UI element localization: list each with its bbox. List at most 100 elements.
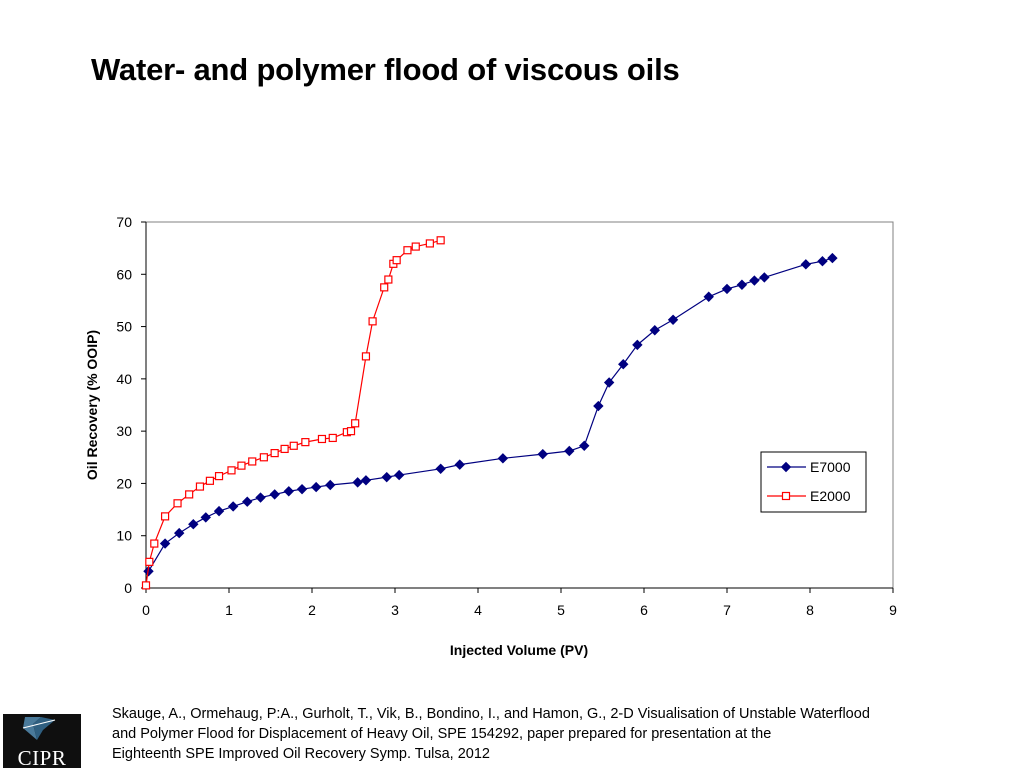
y-axis-title: Oil Recovery (% OOIP) — [84, 330, 100, 480]
data-point-e7000 — [497, 453, 509, 464]
data-point-e7000 — [703, 291, 714, 302]
y-tick-label: 50 — [116, 319, 132, 335]
y-tick-label: 10 — [116, 528, 132, 544]
x-tick-label: 4 — [474, 602, 482, 618]
data-point-e7000 — [283, 486, 294, 497]
y-tick-label: 60 — [116, 266, 132, 282]
data-point-e7000 — [352, 477, 363, 488]
logo-emblem-icon — [22, 717, 56, 740]
data-point-e2000 — [214, 472, 224, 481]
data-point-e7000 — [213, 505, 225, 517]
data-point-e7000 — [296, 483, 308, 495]
data-point-e2000 — [173, 499, 182, 508]
data-point-e7000 — [269, 489, 280, 500]
data-point-e2000 — [270, 449, 279, 458]
data-point-e7000 — [360, 475, 372, 486]
data-point-e7000 — [381, 471, 392, 483]
legend-marker — [780, 461, 792, 473]
legend-entry-e7000: E7000 — [767, 459, 851, 475]
data-point-e7000 — [200, 512, 211, 523]
data-point-e2000 — [351, 419, 360, 428]
y-tick-label: 30 — [116, 423, 132, 439]
x-tick-label: 0 — [142, 602, 150, 618]
x-tick-label: 2 — [308, 602, 316, 618]
data-point-e2000 — [328, 433, 337, 443]
x-tick-label: 5 — [557, 602, 565, 618]
data-point-e2000 — [145, 557, 154, 566]
x-tick-label: 1 — [225, 602, 233, 618]
legend-label: E2000 — [810, 488, 851, 504]
x-axis-title: Injected Volume (PV) — [450, 642, 588, 658]
data-point-e2000 — [160, 512, 170, 521]
oil-recovery-chart: 0 10 20 30 40 50 60 70 0 1 2 3 4 5 6 7 8 9 Injected Volum… — [84, 214, 897, 658]
data-point-e7000 — [393, 469, 405, 481]
citation-line: Eighteenth SPE Improved Oil Recovery Sym… — [112, 746, 490, 762]
data-point-e7000 — [817, 256, 828, 267]
legend-box — [760, 451, 867, 513]
legend-label: E7000 — [810, 459, 851, 475]
y-tick-label: 0 — [124, 580, 132, 596]
y-tick-label: 20 — [116, 475, 132, 491]
cipr-logo: CIPR — [3, 714, 81, 770]
data-point-e2000 — [361, 352, 371, 361]
data-point-e2000 — [380, 283, 389, 292]
data-point-e2000 — [259, 453, 268, 462]
data-point-e7000 — [537, 448, 548, 460]
data-point-e7000 — [759, 272, 770, 283]
plot-area-frame — [145, 221, 894, 589]
data-point-e7000 — [736, 279, 748, 290]
data-point-e2000 — [368, 317, 377, 326]
data-point-e7000 — [435, 463, 446, 474]
data-point-e7000 — [827, 252, 838, 264]
axes — [141, 221, 894, 593]
data-point-e7000 — [325, 479, 336, 491]
y-tick-label: 70 — [116, 214, 132, 230]
x-tick-label: 8 — [806, 602, 814, 618]
data-point-e2000 — [237, 461, 246, 470]
data-point-e7000 — [667, 314, 679, 325]
data-point-e2000 — [411, 242, 420, 251]
data-point-e2000 — [195, 482, 205, 491]
slide-title: Water- and polymer flood of viscous oils — [91, 52, 680, 87]
data-point-e2000 — [384, 275, 393, 284]
logo-text: CIPR — [17, 746, 67, 770]
legend-entry-e2000: E2000 — [767, 488, 851, 504]
tick-labels: 0 10 20 30 40 50 60 70 0 1 2 3 4 5 6 7 8 9 — [116, 214, 897, 618]
data-point-e7000 — [593, 400, 604, 412]
series-e2000 — [141, 236, 445, 590]
data-point-e7000 — [173, 527, 185, 539]
data-point-e2000 — [280, 444, 289, 454]
data-point-e7000 — [227, 501, 239, 512]
x-tick-label: 6 — [640, 602, 648, 618]
data-point-e7000 — [749, 275, 760, 286]
data-point-e2000 — [425, 239, 434, 248]
data-point-e2000 — [205, 476, 215, 485]
data-point-e7000 — [649, 325, 660, 336]
data-point-e7000 — [188, 519, 199, 530]
data-point-e7000 — [242, 496, 253, 507]
data-point-e7000 — [159, 538, 171, 549]
legend-marker — [781, 491, 791, 501]
data-point-e2000 — [141, 581, 151, 590]
data-point-e2000 — [301, 438, 310, 447]
x-tick-label: 7 — [723, 602, 731, 618]
data-point-e2000 — [317, 434, 327, 444]
data-point-e7000 — [310, 481, 322, 493]
data-point-e2000 — [185, 490, 194, 499]
x-tick-label: 9 — [889, 602, 897, 618]
citation-line: Skauge, A., Ormehaug, P:A., Gurholt, T.,… — [112, 706, 870, 722]
data-point-e2000 — [248, 457, 257, 466]
x-tick-label: 3 — [391, 602, 399, 618]
citation-line: and Polymer Flood for Displacement of He… — [112, 726, 772, 742]
data-point-e2000 — [346, 427, 356, 436]
data-point-e2000 — [227, 466, 236, 475]
data-point-e2000 — [403, 246, 412, 255]
data-point-e7000 — [579, 440, 590, 451]
data-point-e7000 — [632, 339, 643, 351]
series-layer — [141, 236, 838, 590]
data-point-e7000 — [618, 359, 629, 370]
data-point-e2000 — [436, 236, 445, 245]
data-point-e2000 — [150, 539, 159, 548]
series-e7000 — [143, 252, 838, 577]
legend: E7000 E2000 — [760, 451, 867, 513]
